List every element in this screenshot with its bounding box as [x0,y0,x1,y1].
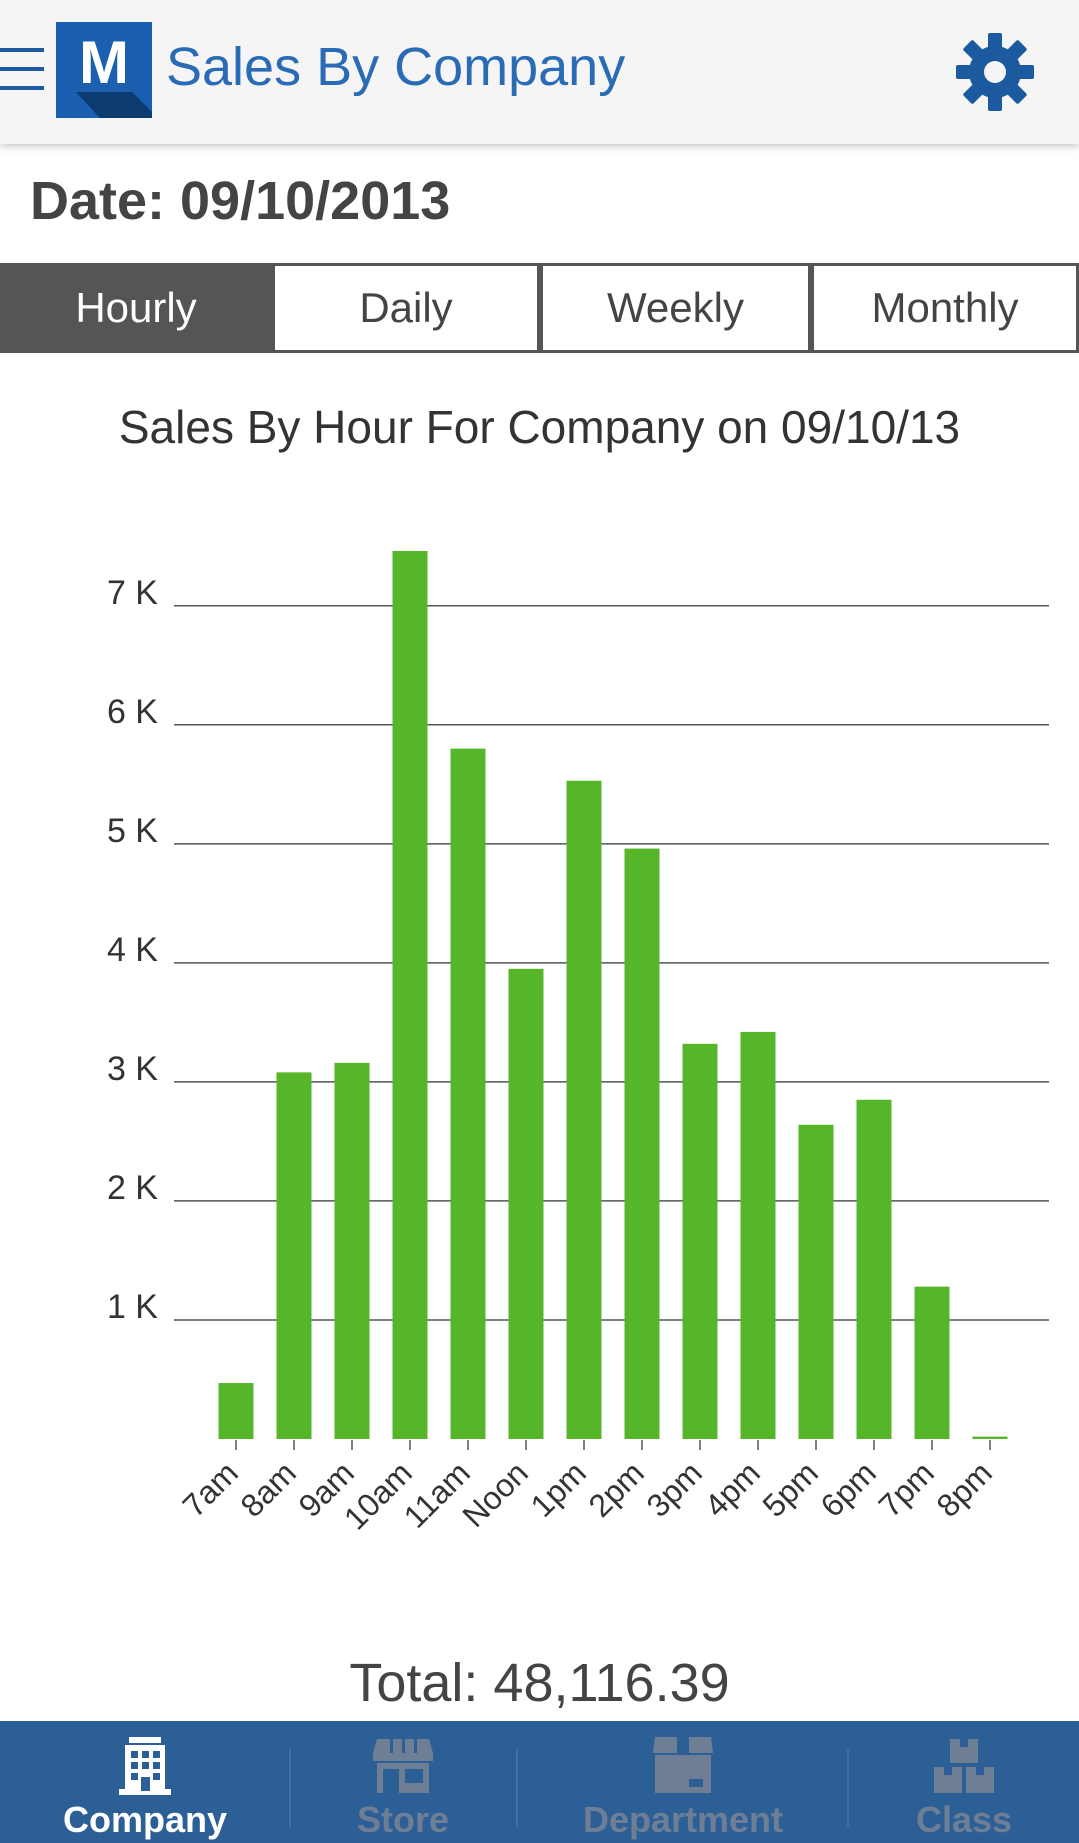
logo-letter: M [79,29,129,96]
y-tick-label: 1 K [107,1288,158,1326]
box-icon [653,1737,713,1793]
hamburger-menu-icon[interactable] [0,44,46,94]
tab-daily[interactable]: Daily [272,263,540,353]
y-tick-label: 5 K [107,812,158,850]
bar [798,1124,834,1439]
chart-title: Sales By Hour For Company on 09/10/13 [118,401,961,453]
bar [972,1436,1008,1439]
logo-shadow [76,92,152,118]
bar [450,748,486,1439]
nav-department[interactable]: Department [518,1721,848,1843]
app-bar: M Sales By Company [0,0,1079,144]
boxes-icon [934,1739,994,1793]
sales-bar-chart: 1 K2 K3 K4 K5 K6 K7 K7am8am9am10am11amNo… [107,551,1049,1537]
bar [334,1062,370,1439]
total-label: Total: 48,116.39 [349,1653,730,1713]
bar [508,968,544,1439]
gear-icon[interactable] [956,33,1034,111]
building-icon [119,1737,171,1795]
x-tick-label: 2pm [581,1454,650,1523]
bar [740,1031,776,1439]
nav-store-label: Store [356,1799,450,1840]
x-tick-label: 5pm [755,1454,824,1523]
period-tabs: Hourly Daily Weekly Monthly [0,263,1079,353]
y-tick-label: 6 K [107,693,158,731]
x-tick-label: 4pm [697,1454,766,1523]
bar [566,780,602,1439]
y-tick-label: 7 K [107,574,158,612]
tab-monthly[interactable]: Monthly [811,263,1079,353]
nav-class[interactable]: Class [849,1721,1079,1843]
tab-hourly[interactable]: Hourly [0,263,272,353]
y-tick-label: 3 K [107,1050,158,1088]
x-tick-label: 7pm [871,1454,940,1523]
y-tick-label: 4 K [107,931,158,969]
nav-department-label: Department [582,1799,784,1840]
x-tick-label: 8pm [929,1454,998,1523]
bar [856,1099,892,1439]
x-tick-label: 6pm [813,1454,882,1523]
x-tick-label: Noon [455,1454,535,1534]
bar [624,848,660,1439]
nav-class-label: Class [915,1799,1013,1840]
date-label: Date: 09/10/2013 [30,171,451,231]
x-tick-label: 8am [233,1454,302,1523]
bar [276,1072,312,1439]
nav-divider [289,1749,291,1827]
bar [914,1286,950,1439]
nav-store[interactable]: Store [290,1721,516,1843]
x-tick-label: 3pm [639,1454,708,1523]
x-tick-label: 7am [175,1454,244,1523]
bar [682,1043,718,1439]
page-title: Sales By Company [166,37,626,97]
y-tick-label: 2 K [107,1169,158,1207]
bottom-navigation: Company Store [0,1721,1079,1843]
x-tick-label: 10am [337,1454,419,1536]
nav-company-label: Company [62,1799,228,1840]
nav-divider [847,1749,849,1827]
store-icon [373,1739,433,1793]
bar [392,551,428,1439]
nav-company[interactable]: Company [0,1721,290,1843]
app-logo: M [56,22,152,118]
bar [218,1383,254,1439]
tab-weekly[interactable]: Weekly [540,263,811,353]
x-tick-label: 1pm [523,1454,592,1523]
nav-divider [516,1749,518,1827]
x-tick-label: 11am [397,1454,477,1534]
